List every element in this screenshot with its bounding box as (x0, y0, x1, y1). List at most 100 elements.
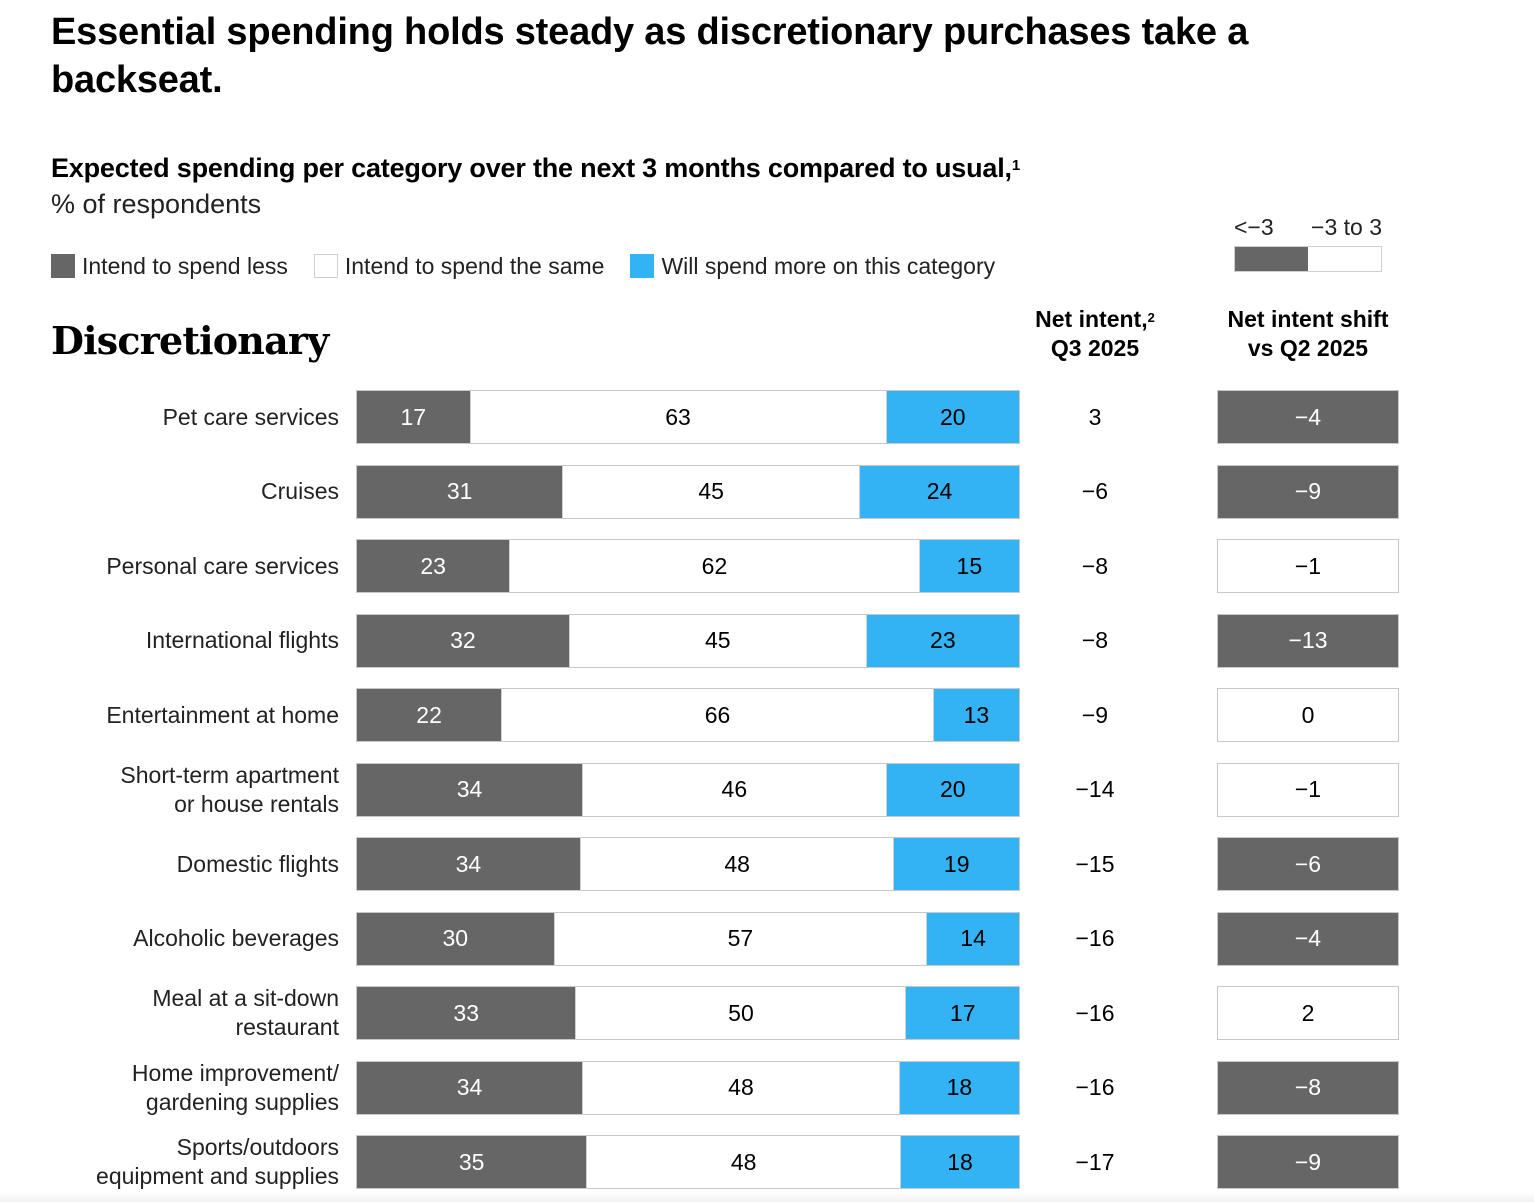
data-label: 46 (721, 776, 748, 802)
bar-segment-less: 22 (357, 689, 502, 741)
bar-segment-same: 57 (553, 912, 928, 965)
bottom-fade (0, 1192, 1534, 1202)
subtitle-text: Expected spending per category over the … (51, 153, 1012, 183)
bar-segment-less: 34 (357, 838, 580, 890)
legend-label-more: Will spend more on this category (661, 252, 996, 279)
data-label: 31 (446, 478, 473, 504)
data-label: 33 (453, 999, 480, 1026)
bar-segment-less: 30 (357, 912, 554, 965)
chart-title: Essential spending holds steady as discr… (51, 11, 1249, 101)
category-label: Alcoholic beverages (133, 925, 339, 951)
net-intent-shift-cell: 0 (1217, 688, 1399, 742)
net-intent-value: −9 (1081, 701, 1109, 728)
stacked-bar: 34 46 20 (356, 762, 1020, 817)
bar-segment-more: 14 (927, 912, 1019, 965)
category-label: Pet care services (162, 403, 339, 430)
data-label: 13 (963, 701, 990, 728)
bar-segment-same: 62 (509, 540, 920, 592)
net-intent-value: −17 (1075, 1148, 1115, 1175)
data-label: 34 (456, 776, 483, 802)
net-intent-value: −16 (1075, 1074, 1115, 1100)
bar-segment-more: 18 (899, 1061, 1019, 1114)
data-label: 50 (728, 999, 754, 1026)
data-label: 48 (724, 850, 750, 877)
data-label: 23 (930, 627, 956, 653)
legend-swatch-same (313, 254, 338, 278)
legend-item-more: Will spend more on this category (630, 253, 995, 280)
net-intent-shift-cell: −8 (1217, 1060, 1399, 1115)
unit-label: % of respondents (51, 189, 262, 219)
category-label: Sports/outdoors equipment and supplies (96, 1134, 339, 1189)
data-label: 18 (946, 1074, 973, 1100)
chart-subtitle: Expected spending per category over the … (51, 150, 1020, 186)
data-label: 24 (926, 478, 953, 504)
net-intent-header-line2: Q3 2025 (1050, 335, 1140, 361)
bar-segment-same: 45 (568, 614, 867, 667)
net-intent-footnote: 2 (1147, 310, 1155, 325)
data-label: 17 (400, 403, 427, 430)
chart-row: Meal at a sit-down restaurant 33 50 17 −16 2 (0, 985, 1534, 1040)
stacked-bar: 35 48 18 (356, 1135, 1020, 1189)
net-intent-header: Net intent,2 Q3 2025 (1010, 305, 1180, 363)
bar-segment-more: 19 (894, 838, 1019, 890)
shift-legend: <−3 −3 to 3 (1234, 212, 1382, 272)
stacked-bar: 17 63 20 (356, 390, 1020, 444)
bar-segment-same: 50 (575, 987, 907, 1039)
net-intent-value: −16 (1075, 999, 1115, 1026)
bar-segment-more: 20 (886, 763, 1019, 816)
bar-segment-more: 20 (886, 391, 1019, 443)
data-label: 34 (456, 1074, 483, 1100)
bar-segment-more: 23 (866, 614, 1019, 667)
stacked-bar: 22 66 13 (356, 688, 1020, 742)
shift-legend-light-label: −3 to 3 (1311, 214, 1382, 240)
bar-segment-same: 66 (501, 689, 934, 741)
bar-segment-less: 34 (357, 1061, 583, 1114)
bar-segment-more: 15 (919, 540, 1019, 592)
net-intent-value: −15 (1075, 850, 1115, 877)
chart-row: Sports/outdoors equipment and supplies 35… (0, 1134, 1534, 1189)
bar-segment-less: 32 (357, 614, 569, 667)
shift-header-line2: vs Q2 2025 (1247, 335, 1369, 361)
chart-row: International flights 32 45 23 −8 −13 (0, 613, 1534, 668)
data-label: 18 (947, 1148, 973, 1175)
legend-label-same: Intend to spend the same (344, 252, 605, 279)
category-label: Meal at a sit-down restaurant (152, 985, 339, 1040)
shift-legend-light-swatch (1308, 247, 1381, 271)
bar-segment-same: 63 (469, 391, 887, 443)
chart-row: Pet care services 17 63 20 3 −4 (0, 390, 1534, 444)
legend: Intend to spend less Intend to spend the… (51, 252, 1021, 280)
stacked-bar: 31 45 24 (356, 464, 1020, 519)
bar-segment-less: 31 (357, 465, 563, 518)
chart-row: Short-term apartment or house rentals 34 4… (0, 762, 1534, 817)
legend-swatch-less (51, 254, 75, 278)
net-intent-value: −6 (1081, 478, 1109, 504)
bar-segment-less: 23 (357, 540, 510, 592)
category-label: Personal care services (106, 552, 339, 579)
shift-header-line1: Net intent shift (1227, 306, 1389, 332)
chart-row: Alcoholic beverages 30 57 14 −16 −4 (0, 911, 1534, 966)
data-label: 17 (949, 999, 976, 1026)
net-intent-shift-cell: −1 (1217, 762, 1399, 817)
data-label: 19 (943, 850, 970, 877)
category-label: Cruises (261, 478, 339, 504)
data-label: 34 (455, 850, 482, 877)
chart-row: Domestic flights 34 48 19 −15 −6 (0, 837, 1534, 891)
stacked-bar: 34 48 18 (356, 1060, 1020, 1115)
bar-segment-same: 48 (582, 1061, 900, 1114)
bar-segment-less: 33 (357, 987, 576, 1039)
bar-segment-less: 17 (357, 391, 470, 443)
subtitle-footnote: 1 (1011, 157, 1020, 174)
data-label: 23 (420, 552, 446, 579)
net-intent-shift-cell: 2 (1217, 986, 1399, 1040)
legend-item-same: Intend to spend the same (313, 252, 605, 280)
data-label: 66 (704, 701, 731, 728)
shift-legend-dark-label: <−3 (1234, 214, 1274, 240)
bar-segment-more: 17 (906, 987, 1019, 1039)
bar-segment-more: 24 (860, 465, 1019, 518)
net-intent-shift-cell: −6 (1217, 837, 1399, 891)
bar-segment-same: 48 (586, 1136, 901, 1188)
data-label: 45 (704, 627, 731, 653)
net-intent-shift-cell: −4 (1217, 911, 1399, 966)
net-intent-value: 3 (1088, 403, 1102, 430)
shift-legend-bar (1234, 246, 1382, 272)
